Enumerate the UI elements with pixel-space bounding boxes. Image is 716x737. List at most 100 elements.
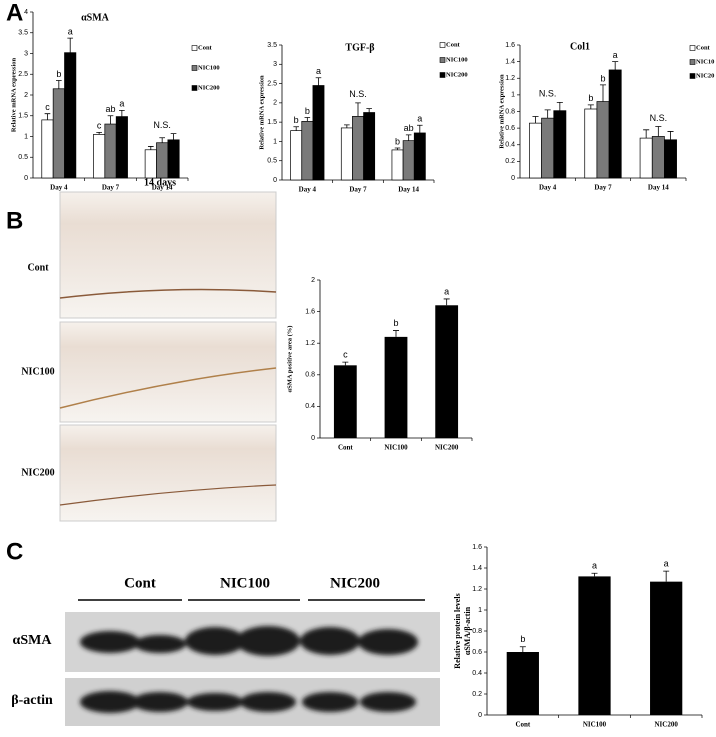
bar [290, 130, 303, 181]
y-tick-label: 3.5 [18, 30, 28, 37]
x-tick-label: Day 7 [349, 186, 367, 194]
y-tick-label: 0.2 [472, 691, 482, 698]
significance-letter: a [316, 66, 321, 76]
y-tick-label: 0.4 [305, 403, 315, 410]
legend-label: Cont [696, 44, 711, 51]
bar [541, 117, 555, 179]
y-tick-label: 0.6 [505, 125, 515, 132]
chart-title: TGF-β [345, 42, 374, 53]
legend-swatch [689, 45, 696, 51]
error-bar [304, 117, 311, 122]
histology-title: 14 days [144, 177, 176, 188]
significance-letter: b [393, 318, 398, 328]
y-tick-label: 2 [273, 100, 277, 107]
error-bar [393, 330, 399, 337]
bar [639, 137, 653, 179]
bar [391, 149, 404, 181]
significance-letter: a [119, 99, 124, 109]
error-bar [591, 572, 598, 577]
bar [402, 140, 415, 181]
bar [596, 101, 610, 179]
y-tick-label: 3 [24, 50, 28, 57]
error-bar [587, 104, 594, 110]
y-tick-label: 1.4 [472, 565, 482, 572]
x-tick-label: Cont [338, 444, 353, 452]
y-tick-label: 1.6 [505, 42, 515, 49]
x-tick-label: NIC200 [654, 721, 678, 729]
y-axis-label: Relative protein levels [453, 593, 462, 668]
error-bar [107, 115, 114, 125]
error-bar [293, 126, 299, 131]
y-tick-label: 2 [24, 92, 28, 99]
y-tick-label: 0.5 [267, 158, 277, 165]
category-note: N.S. [539, 89, 557, 99]
error-bar [405, 134, 412, 141]
y-axis-label: αSMA/β-actin [463, 606, 472, 655]
y-tick-label: 2 [311, 277, 315, 284]
legend-label: NIC200 [446, 71, 468, 78]
y-tick-label: 0 [24, 175, 28, 182]
x-tick-label: Day 14 [398, 186, 419, 194]
chart-title: Col1 [570, 41, 590, 52]
y-tick-label: 1 [24, 133, 28, 140]
bar [104, 123, 117, 179]
tissue-edge [59, 484, 277, 506]
y-tick-label: 0.5 [18, 154, 28, 161]
significance-letter: b [305, 106, 310, 116]
error-bar [612, 61, 619, 70]
error-bar [556, 101, 563, 111]
error-bar [159, 137, 166, 143]
legend-label: NIC20 [696, 72, 714, 79]
error-bar [417, 124, 423, 133]
x-tick-label: Day 7 [594, 184, 612, 192]
legend-swatch [191, 65, 198, 71]
bar [340, 127, 353, 181]
x-tick-label: Day 4 [50, 184, 68, 192]
significance-letter: a [613, 50, 618, 60]
legend-swatch [191, 45, 198, 51]
blot-row-label: αSMA [13, 633, 53, 648]
blot-group: NIC200 [330, 575, 380, 591]
y-tick-label: 1.2 [505, 75, 515, 82]
y-tick-label: 0 [273, 177, 277, 184]
category-note: N.S. [650, 113, 668, 123]
legend-swatch [689, 73, 696, 79]
error-bar [355, 102, 361, 117]
error-bar [394, 147, 401, 150]
legend-label: Cont [446, 41, 461, 48]
significance-letter: c [45, 102, 50, 112]
bar [664, 139, 677, 179]
error-bar [544, 109, 551, 119]
legend-swatch [439, 42, 446, 48]
significance-letter: b [56, 69, 61, 79]
significance-letter: b [600, 73, 605, 83]
significance-letter: b [294, 115, 299, 125]
y-tick-label: 0.6 [472, 649, 482, 656]
bar [553, 110, 567, 179]
histology-image [59, 191, 277, 319]
y-tick-label: 1.6 [472, 544, 482, 551]
blot-group: Cont [124, 575, 156, 591]
y-tick-label: 0.4 [472, 670, 482, 677]
bar [529, 122, 542, 179]
legend-swatch [439, 57, 446, 63]
histology-image [59, 424, 277, 522]
legend-label: Cont [198, 44, 213, 51]
category-note: N.S. [153, 120, 171, 130]
y-tick-label: 1.6 [305, 308, 315, 315]
y-tick-label: 2.5 [267, 80, 277, 87]
significance-letter: a [417, 114, 422, 124]
x-tick-label: NIC100 [583, 721, 607, 729]
panel-label: B [6, 207, 23, 234]
y-tick-label: 1.4 [505, 58, 515, 65]
blot-group: NIC100 [220, 575, 270, 591]
error-bar [44, 113, 51, 120]
legend-swatch [689, 59, 696, 65]
x-tick-label: Day 4 [299, 186, 317, 194]
blot-bands [80, 626, 418, 713]
y-tick-label: 3 [273, 61, 277, 68]
y-tick-label: 0 [311, 435, 315, 442]
panel-label: C [6, 538, 23, 565]
error-bar [667, 131, 674, 140]
significance-letter: b [588, 93, 593, 103]
